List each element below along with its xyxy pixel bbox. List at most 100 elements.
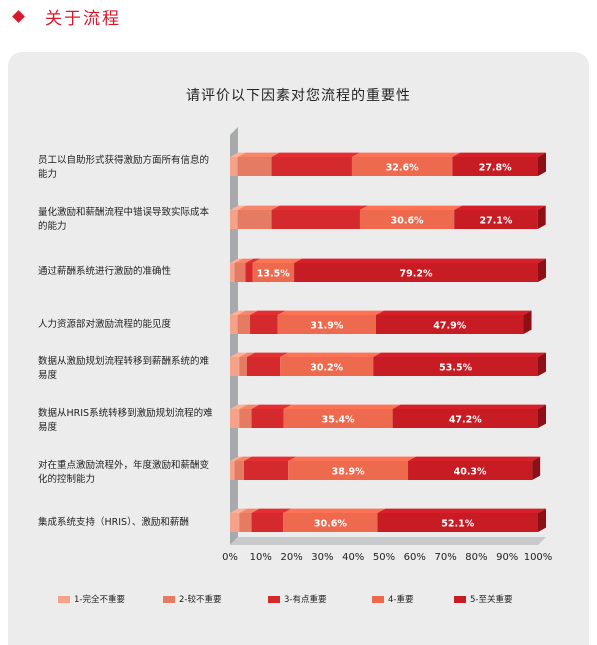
data-label: 79.2% [400, 269, 433, 280]
bar-segment [294, 263, 538, 282]
bar-top [251, 508, 292, 513]
bar-segment [452, 157, 538, 176]
bar-top [246, 352, 289, 357]
category-label-3: 通过薪酬系统进行激励的准确性 [38, 266, 172, 277]
bar-top [230, 404, 248, 409]
legend-label-5: 5-至关重要 [470, 595, 513, 605]
bar-top [280, 352, 382, 357]
bar-segment [250, 315, 278, 334]
bar-top [234, 456, 252, 461]
x-tick-label: 50% [373, 552, 395, 563]
bar-segment [283, 513, 378, 532]
bar-segment [243, 461, 289, 480]
legend-label-4: 4-重要 [388, 595, 414, 605]
bar-side [537, 205, 546, 229]
legend-label-3: 3-有点重要 [284, 595, 327, 605]
x-tick-label: 80% [465, 552, 487, 563]
bar-top [237, 310, 259, 315]
bar-segment [234, 263, 246, 282]
bar-side [523, 310, 532, 334]
category-label-7: 对在重点激励流程外，年度激励和薪酬变化的控制能力 [38, 460, 210, 485]
bar-top [243, 456, 297, 461]
legend-swatch-4 [372, 595, 384, 603]
bar-segment [359, 210, 455, 229]
bar-top [250, 310, 286, 315]
bar-segment [251, 513, 284, 532]
bar-top [359, 205, 463, 210]
bar-top [392, 404, 546, 409]
chart-panel [8, 52, 589, 645]
bar-top [454, 205, 546, 210]
bar-segment [234, 461, 244, 480]
bar-top [252, 258, 303, 263]
bar-segment [277, 315, 376, 334]
x-tick-label: 90% [496, 552, 518, 563]
bar-segment [251, 409, 284, 428]
chart-title: 请评价以下因素对您流程的重要性 [186, 88, 411, 104]
bar-top [375, 310, 532, 315]
bar-top [230, 508, 248, 513]
bar-segment [377, 513, 538, 532]
bar-side [538, 404, 546, 428]
bar-segment [351, 157, 453, 176]
bar-top [239, 352, 255, 357]
data-label: 27.8% [479, 163, 512, 174]
category-label-8: 集成系统支持（HRIS）、激励和薪酬 [38, 517, 189, 528]
bar-top [239, 508, 260, 513]
bar-segment [454, 210, 538, 229]
bar-top [230, 352, 248, 357]
data-label: 30.6% [391, 216, 424, 227]
legend-swatch-3 [268, 595, 280, 603]
category-label-4: 人力资源部对激励流程的能见度 [38, 319, 172, 330]
data-label: 47.9% [433, 321, 466, 332]
bar-top [230, 456, 243, 461]
bar-top [230, 310, 246, 315]
bar-top [251, 404, 292, 409]
x-tick-label: 10% [250, 552, 272, 563]
bar-top [271, 152, 360, 157]
bar-side [538, 352, 546, 376]
bar-top [230, 205, 246, 210]
legend-item-1: 1-完全不重要 [58, 593, 125, 605]
bar-segment [239, 409, 252, 428]
legend-swatch-1 [58, 595, 70, 603]
bar-top [277, 310, 384, 315]
bar-top [294, 258, 546, 263]
bar-segment [239, 357, 247, 376]
legend-item-2: 2-较不重要 [163, 593, 221, 605]
bar-segment [271, 157, 352, 176]
bar-top [408, 456, 541, 461]
bar-top [452, 152, 546, 157]
x-tick-label: 70% [434, 552, 456, 563]
bar-segment [288, 461, 409, 480]
data-label: 53.5% [439, 363, 472, 374]
bar-top [237, 205, 280, 210]
data-label: 27.1% [479, 216, 512, 227]
x-tick-label: 0% [222, 552, 238, 563]
bar-segment [280, 357, 374, 376]
bar-segment [237, 210, 272, 229]
data-label: 52.1% [441, 519, 474, 530]
data-label: 30.6% [314, 519, 347, 530]
legend-label-2: 2-较不重要 [179, 595, 222, 605]
x-tick-label: 100% [524, 552, 553, 563]
bar-segment [230, 513, 240, 532]
x-tick-label: 60% [404, 552, 426, 563]
bar-segment [237, 157, 272, 176]
bar-segment [245, 263, 253, 282]
data-label: 40.3% [454, 467, 487, 478]
legend-item-4: 4-重要 [372, 593, 413, 605]
bar-side [538, 508, 546, 532]
bar-top [288, 456, 417, 461]
category-label-6: 数据从HRIS系统转移到激励规划流程的难易度 [38, 408, 213, 433]
bar-segment [373, 357, 538, 376]
bar-segment [283, 409, 393, 428]
bar-top [373, 352, 546, 357]
axis-wall [230, 127, 238, 545]
bar-segment [239, 513, 252, 532]
bar-segment [230, 263, 235, 282]
x-tick-label: 30% [311, 552, 333, 563]
bar-segment [246, 357, 281, 376]
bar-top [283, 508, 386, 513]
